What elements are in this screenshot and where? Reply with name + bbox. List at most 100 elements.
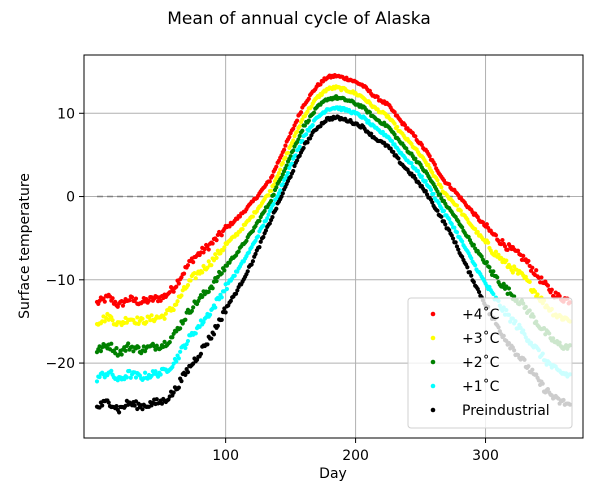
data-point (296, 137, 301, 142)
data-point (115, 378, 120, 383)
data-point (120, 303, 126, 308)
data-point (193, 331, 198, 336)
y-tick-label: −10 (45, 273, 75, 289)
data-point (443, 222, 448, 227)
data-point (279, 194, 284, 199)
data-point (292, 134, 297, 139)
data-point (454, 230, 460, 235)
data-point (392, 132, 397, 137)
data-point (493, 233, 499, 238)
data-point (179, 379, 184, 384)
data-point (171, 289, 176, 294)
y-tick-label: 0 (66, 190, 75, 206)
data-point (527, 279, 532, 284)
data-point (131, 349, 136, 354)
data-point (283, 155, 288, 160)
data-point (219, 233, 224, 238)
data-point (274, 185, 279, 190)
x-axis-label: Day (319, 466, 347, 482)
legend-marker (430, 407, 436, 413)
legend-marker (430, 359, 436, 365)
data-point (283, 143, 288, 148)
data-point (557, 294, 562, 299)
data-point (174, 284, 179, 289)
data-point (127, 368, 132, 374)
data-point (97, 374, 102, 380)
data-point (428, 187, 434, 192)
data-point (484, 259, 489, 265)
data-point (439, 185, 444, 190)
data-point (124, 375, 129, 380)
data-point (250, 214, 256, 219)
data-point (236, 249, 241, 254)
data-point (100, 403, 105, 408)
data-point (142, 370, 148, 375)
data-point (206, 289, 211, 294)
data-point (295, 158, 300, 163)
y-tick-label: −20 (45, 356, 75, 372)
data-point (214, 255, 219, 260)
data-point (287, 134, 292, 140)
data-point (496, 252, 501, 257)
data-point (404, 146, 409, 151)
data-point (136, 345, 141, 350)
data-point (214, 279, 219, 284)
data-point (437, 192, 443, 197)
data-point (423, 188, 428, 194)
data-point (185, 263, 191, 268)
data-point (298, 110, 304, 115)
data-point (280, 182, 285, 187)
data-point (395, 124, 400, 130)
data-point (266, 193, 271, 198)
data-point (297, 153, 302, 158)
data-point (521, 253, 526, 258)
data-point (469, 256, 474, 261)
data-point (285, 150, 291, 155)
data-point (146, 298, 152, 303)
data-point (454, 203, 460, 208)
data-point (280, 191, 285, 196)
data-point (102, 319, 107, 324)
data-point (515, 248, 521, 253)
data-point (484, 222, 489, 227)
data-point (512, 294, 517, 299)
data-point (419, 142, 424, 147)
data-point (276, 170, 282, 176)
data-point (458, 208, 463, 213)
data-point (505, 247, 510, 252)
data-point (246, 250, 252, 255)
data-point (123, 348, 128, 353)
data-point (297, 133, 302, 139)
data-point (291, 138, 296, 143)
data-point (306, 96, 311, 101)
data-point (539, 275, 544, 280)
data-point (116, 410, 122, 415)
data-point (222, 245, 227, 250)
data-point (545, 283, 551, 288)
data-point (453, 240, 458, 245)
data-point (185, 283, 191, 288)
data-point (430, 200, 435, 205)
data-point (253, 251, 258, 257)
data-point (369, 131, 374, 136)
data-point (201, 319, 206, 325)
data-point (270, 173, 275, 178)
data-point (257, 218, 262, 223)
data-point (110, 318, 115, 323)
series-3 (94, 105, 573, 384)
data-point (447, 182, 452, 187)
data-point (214, 238, 219, 243)
data-point (501, 281, 506, 286)
data-point (233, 291, 239, 296)
data-point (305, 140, 310, 145)
data-point (526, 258, 531, 264)
data-point (389, 139, 395, 144)
data-point (183, 317, 188, 322)
data-point (291, 148, 296, 153)
data-point (102, 299, 107, 304)
data-point (270, 215, 275, 220)
data-point (487, 265, 492, 270)
data-point (450, 236, 456, 241)
data-point (114, 404, 119, 409)
data-point (142, 349, 148, 354)
